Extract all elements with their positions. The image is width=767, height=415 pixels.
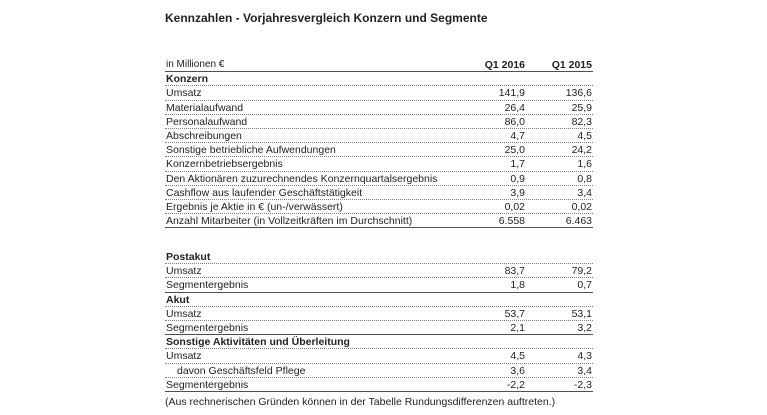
row-label: Den Aktionären zuzurechnendes Konzernqua… xyxy=(166,172,438,185)
table-row: Sonstige betriebliche Aufwendungen 25,0 24… xyxy=(165,143,593,158)
value-q1-2016: 1,8 xyxy=(510,279,525,292)
row-label: Personalaufwand xyxy=(166,115,248,128)
row-label: Umsatz xyxy=(166,87,202,100)
table-row: Segmentergebnis 2,1 3,2 xyxy=(165,321,593,336)
value-q1-2015: 6.463 xyxy=(565,215,592,228)
row-label: Materialaufwand xyxy=(166,101,244,114)
table-row: Personalaufwand 86,0 82,3 xyxy=(165,115,593,129)
value-q1-2015: -2,3 xyxy=(573,378,592,391)
value-q1-2015: 82,3 xyxy=(571,115,592,128)
value-q1-2015: 0,7 xyxy=(577,279,592,292)
column-header-q1-2015: Q1 2015 xyxy=(551,59,592,71)
section-label: Sonstige Aktivitäten und Überleitung xyxy=(166,336,350,349)
page-title: Kennzahlen - Vorjahresvergleich Konzern … xyxy=(165,11,488,25)
table-row: Anzahl Mitarbeiter (in Vollzeitkräften i… xyxy=(165,214,593,229)
value-q1-2016: 0,9 xyxy=(510,172,525,185)
value-q1-2015: 4,3 xyxy=(577,350,592,363)
value-q1-2015: 53,1 xyxy=(571,307,592,320)
value-q1-2016: 86,0 xyxy=(504,115,525,128)
table-row: Ergebnis je Aktie in € (un-/verwässert) 0… xyxy=(165,200,593,215)
row-label: Ergebnis je Aktie in € (un-/verwässert) xyxy=(166,200,343,213)
value-q1-2015: 4,5 xyxy=(577,129,592,142)
value-q1-2015: 3,4 xyxy=(577,186,592,199)
footnote: (Aus rechnerischen Gründen können in der… xyxy=(165,396,556,408)
table-row: Umsatz 4,5 4,3 xyxy=(165,349,593,364)
table-row: davon Geschäftsfeld Pflege 3,6 3,4 xyxy=(165,364,593,378)
value-q1-2016: 53,7 xyxy=(504,307,525,320)
row-label: Segmentergebnis xyxy=(166,279,249,292)
row-label: Segmentergebnis xyxy=(166,378,249,391)
table-segments: Postakut Umsatz 83,7 79,2 Segmentergebnis 1,… xyxy=(165,250,593,392)
value-q1-2015: 79,2 xyxy=(571,265,592,278)
table-row: Umsatz 141,9 136,6 xyxy=(165,86,593,101)
row-label: Anzahl Mitarbeiter (in Vollzeitkräften i… xyxy=(166,215,413,228)
row-label: Segmentergebnis xyxy=(166,321,249,334)
value-q1-2016: 0,02 xyxy=(504,200,525,213)
row-label: Abschreibungen xyxy=(166,129,242,142)
column-header-q1-2016: Q1 2016 xyxy=(484,59,525,71)
value-q1-2016: 25,0 xyxy=(504,144,525,157)
value-q1-2016: 83,7 xyxy=(504,265,525,278)
value-q1-2015: 1,6 xyxy=(577,158,592,171)
value-q1-2016: 1,7 xyxy=(510,158,525,171)
value-q1-2015: 25,9 xyxy=(571,101,592,114)
row-label: davon Geschäftsfeld Pflege xyxy=(177,364,306,377)
table-row: Umsatz 83,7 79,2 xyxy=(165,264,593,279)
value-q1-2016: 4,5 xyxy=(510,350,525,363)
value-q1-2016: 2,1 xyxy=(510,321,525,334)
row-label: Umsatz xyxy=(166,307,202,320)
section-heading: Sonstige Aktivitäten und Überleitung xyxy=(165,335,593,350)
value-q1-2015: 136,6 xyxy=(565,87,592,100)
section-heading: Akut xyxy=(165,293,593,307)
table-header: in Millionen € Q1 2016 Q1 2015 xyxy=(165,58,593,73)
table-row: Segmentergebnis -2,2 -2,3 xyxy=(165,378,593,392)
row-label: Umsatz xyxy=(166,265,202,278)
table-konzern: in Millionen € Q1 2016 Q1 2015 Konzern U… xyxy=(165,58,593,229)
value-q1-2015: 24,2 xyxy=(571,144,592,157)
table-row: Den Aktionären zuzurechnendes Konzernqua… xyxy=(165,172,593,186)
table-row: Materialaufwand 26,4 25,9 xyxy=(165,101,593,115)
row-label: Cashflow aus laufender Geschäftstätigkei… xyxy=(166,186,363,199)
value-q1-2016: 3,9 xyxy=(510,186,525,199)
value-q1-2016: -2,2 xyxy=(506,378,525,391)
table-row: Konzernbetriebsergebnis 1,7 1,6 xyxy=(165,157,593,172)
table-row: Abschreibungen 4,7 4,5 xyxy=(165,129,593,144)
table-row: Cashflow aus laufender Geschäftstätigkei… xyxy=(165,186,593,200)
section-heading: Postakut xyxy=(165,250,593,265)
row-label: Konzernbetriebsergebnis xyxy=(166,158,283,171)
value-q1-2016: 141,9 xyxy=(498,87,525,100)
value-q1-2015: 0,8 xyxy=(577,172,592,185)
value-q1-2016: 3,6 xyxy=(510,364,525,377)
unit-label: in Millionen € xyxy=(166,59,225,70)
value-q1-2015: 3,4 xyxy=(577,364,592,377)
row-label: Sonstige betriebliche Aufwendungen xyxy=(166,144,336,157)
table-row: Segmentergebnis 1,8 0,7 xyxy=(165,278,593,293)
value-q1-2016: 26,4 xyxy=(504,101,525,114)
row-label: Umsatz xyxy=(166,350,202,363)
value-q1-2016: 4,7 xyxy=(510,129,525,142)
value-q1-2015: 3,2 xyxy=(577,321,592,334)
section-label: Akut xyxy=(166,293,190,306)
table-row: Umsatz 53,7 53,1 xyxy=(165,307,593,321)
value-q1-2015: 0,02 xyxy=(571,200,592,213)
section-heading: Konzern xyxy=(165,72,593,87)
value-q1-2016: 6.558 xyxy=(498,215,525,228)
section-label: Konzern xyxy=(166,73,208,86)
section-label: Postakut xyxy=(166,251,211,263)
